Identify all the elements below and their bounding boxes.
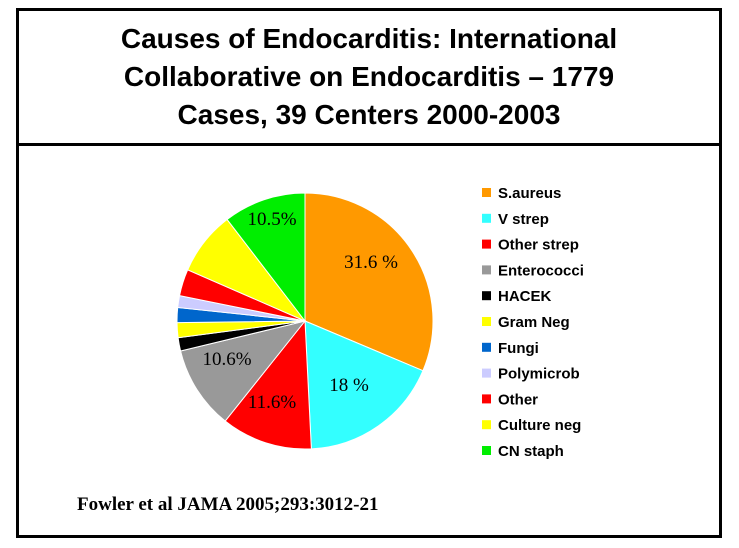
slide-frame: Causes of Endocarditis: International Co…	[16, 8, 722, 538]
chart-legend: S.aureus V strep Other strep Enterococci HAC…	[482, 185, 584, 460]
legend-swatch-v-strep	[482, 213, 491, 223]
legend-swatch-enterococci	[482, 265, 491, 275]
title-box: Causes of Endocarditis: International Co…	[19, 11, 719, 146]
slide-title: Causes of Endocarditis: International Co…	[120, 23, 618, 130]
legend-label-other: Other	[498, 391, 538, 408]
legend-swatch-polymicrob	[482, 368, 491, 378]
legend-swatch-other-strep	[482, 239, 491, 249]
legend-label-other-strep: Other strep	[498, 237, 579, 254]
legend-swatch-s-aureus	[482, 188, 491, 197]
legend-label-enterococci: Enterococci	[498, 262, 584, 279]
slice-label-cn-staph: 10.5%	[247, 209, 296, 230]
pie-slice-labels: 31.6 % 18 % 11.6% 10.6% 10.5%	[202, 209, 398, 413]
pie-slice-enterococci	[179, 320, 307, 422]
pie-slices	[176, 192, 434, 450]
legend-swatch-fungi	[482, 342, 491, 352]
citation: Fowler et al JAMA 2005;293:3012-21	[77, 494, 379, 515]
slice-label-enterococci: 10.6%	[202, 349, 251, 370]
pie-slice-other-strep	[224, 319, 312, 450]
pie-slice-s-aureus	[304, 192, 434, 372]
pie-slice-v-strep	[304, 320, 424, 450]
legend-label-s-aureus: S.aureus	[498, 185, 561, 202]
legend-label-v-strep: V strep	[498, 211, 549, 228]
slice-label-v-strep: 18 %	[329, 375, 369, 396]
legend-swatch-other	[482, 394, 491, 404]
legend-swatch-culture-neg	[482, 420, 491, 430]
slice-label-other-strep: 11.6%	[248, 392, 297, 413]
legend-label-hacek: HACEK	[498, 288, 552, 305]
legend-label-gram-neg: Gram Neg	[498, 314, 570, 331]
slice-label-s-aureus: 31.6 %	[344, 252, 398, 273]
legend-label-polymicrob: Polymicrob	[498, 366, 580, 383]
legend-label-culture-neg: Culture neg	[498, 417, 581, 434]
legend-swatch-cn-staph	[482, 446, 491, 455]
legend-swatch-hacek	[482, 291, 491, 301]
legend-swatch-gram-neg	[482, 317, 491, 326]
legend-label-cn-staph: CN staph	[498, 443, 564, 460]
pie-slice-cn-staph	[226, 192, 306, 323]
legend-label-fungi: Fungi	[498, 340, 539, 357]
